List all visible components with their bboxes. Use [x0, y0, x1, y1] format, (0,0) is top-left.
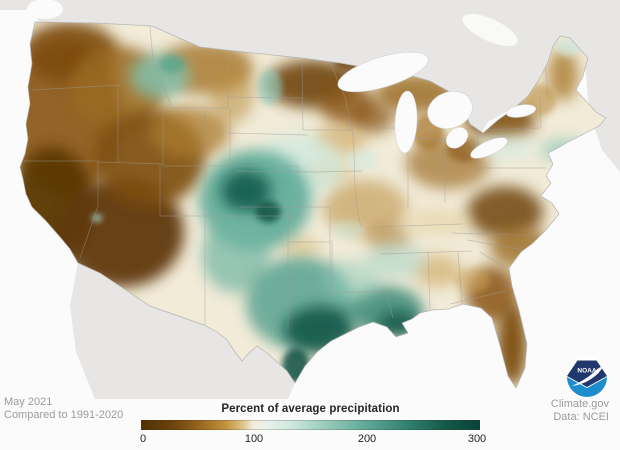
anomaly-blob — [414, 255, 462, 287]
canada-landmass — [0, 0, 620, 172]
anomaly-blob — [258, 69, 282, 105]
anomaly-blob — [454, 268, 490, 292]
legend-title: Percent of average precipitation — [221, 403, 400, 415]
lake-erie — [470, 137, 508, 159]
colorbar-tick-0: 0 — [139, 433, 147, 445]
colorbar — [141, 420, 480, 430]
anomaly-blob — [403, 208, 473, 236]
anomaly-blob — [255, 201, 281, 223]
anomaly-blob — [210, 67, 254, 123]
mexico-landmass — [70, 263, 295, 399]
anomaly-blob — [159, 55, 185, 73]
lake-ontario — [505, 104, 537, 118]
anomaly-blob — [150, 106, 230, 158]
anomaly-blob — [350, 102, 394, 134]
credits: Climate.gov Data: NCEI — [551, 398, 609, 424]
anomaly-blob — [332, 220, 364, 240]
colorbar-tick-100: 100 — [244, 433, 264, 445]
precipitation-anomaly-layer — [20, 22, 589, 386]
colorbar-tick-300: 300 — [467, 433, 487, 445]
anomaly-blob — [467, 186, 543, 238]
data-source-label: Data: NCEI — [553, 410, 609, 423]
colorbar-tick-200: 200 — [357, 433, 377, 445]
noaa-logo: NOAA — [566, 356, 608, 398]
noaa-logo-sky — [567, 360, 607, 387]
great-lakes — [337, 51, 537, 159]
anomaly-blob — [324, 261, 380, 301]
anomaly-blob — [346, 149, 378, 171]
state-borders — [24, 25, 553, 330]
noaa-logo-sea — [567, 377, 607, 397]
noaa-logo-text: NOAA — [577, 368, 596, 375]
lake-huron — [427, 91, 473, 129]
date-caption: May 2021 Compared to 1991-2020 — [4, 396, 123, 422]
lake-michigan — [394, 90, 418, 154]
climate-gov-label: Climate.gov — [550, 398, 609, 410]
anomaly-blob — [202, 217, 270, 293]
lake-huron-south — [446, 127, 468, 149]
anomaly-blob — [221, 170, 271, 212]
anomaly-blob — [548, 49, 578, 101]
date-label: May 2021 — [4, 396, 53, 408]
baseline-label: Compared to 1991-2020 — [4, 408, 124, 421]
lake-superior — [337, 51, 429, 93]
us-outline — [19, 21, 607, 389]
anomaly-blob — [365, 243, 425, 279]
noaa-seagull-icon — [572, 366, 603, 386]
